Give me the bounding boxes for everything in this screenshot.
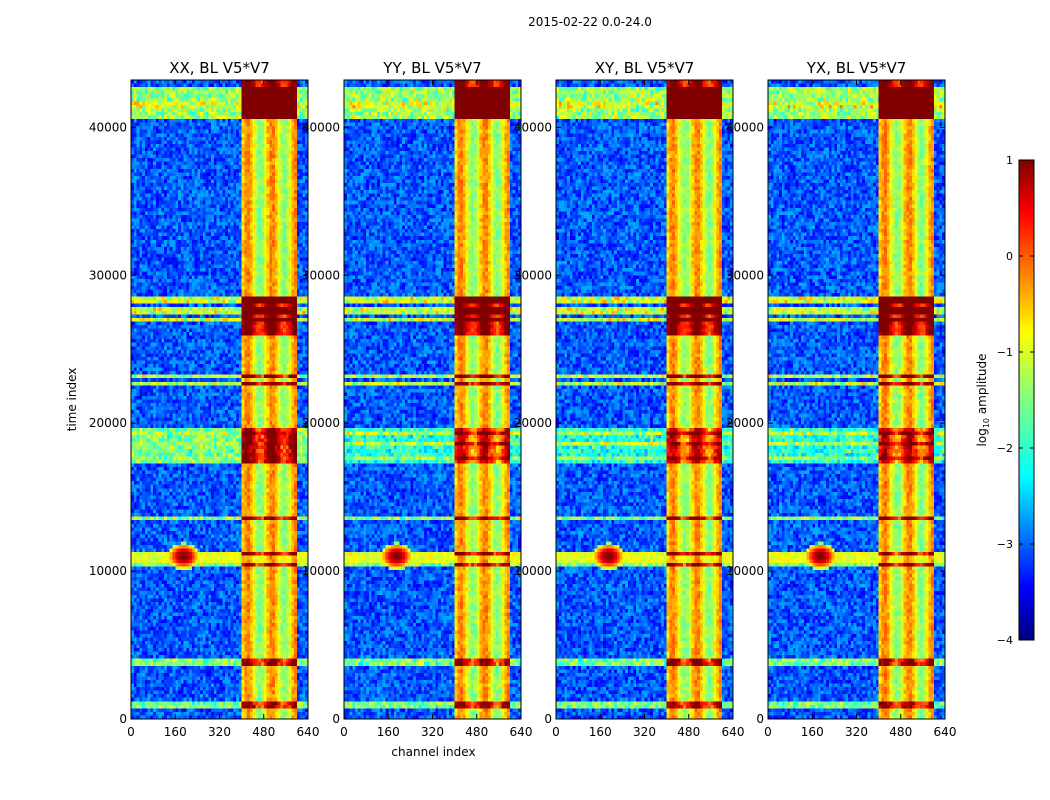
panel-title: XX, BL V5*V7 <box>169 59 270 77</box>
x-tick-label: 0 <box>340 725 348 739</box>
heatmap-image <box>131 80 308 719</box>
y-tick-label: 30000 <box>89 268 127 282</box>
x-tick-label: 0 <box>764 725 772 739</box>
y-tick-label: 30000 <box>514 268 552 282</box>
x-tick-label: 320 <box>208 725 231 739</box>
figure-title: 2015-02-22 0.0-24.0 <box>528 15 652 29</box>
x-tick-label: 160 <box>589 725 612 739</box>
colorbar-tick-label: 0 <box>1006 250 1013 263</box>
x-tick-label: 160 <box>377 725 400 739</box>
y-tick-label: 10000 <box>726 564 764 578</box>
panel-title: XY, BL V5*V7 <box>595 59 695 77</box>
y-tick-label: 10000 <box>89 564 127 578</box>
y-tick-label: 30000 <box>726 268 764 282</box>
panel-2: YY, BL V5*V7 0 160 320 480 640 0 10000 20000 3000… <box>302 59 533 759</box>
y-tick-label: 20000 <box>726 416 764 430</box>
panel-3: XY, BL V5*V7 0 160 320 480 640 0 10000 20000 3000… <box>514 59 745 739</box>
x-tick-label: 160 <box>801 725 824 739</box>
colorbar-tick-label: −1 <box>997 346 1013 359</box>
colorbar-tick-label: −4 <box>997 634 1013 647</box>
y-tick-label: 40000 <box>302 120 340 134</box>
y-tick-label: 0 <box>119 712 127 726</box>
x-tick-label: 480 <box>252 725 275 739</box>
y-tick-label: 20000 <box>514 416 552 430</box>
colorbar: 10−1−2−3−4 log10 amplitude <box>975 154 1035 647</box>
y-tick-label: 0 <box>544 712 552 726</box>
panels: XX, BL V5*V7 0 160 320 480 640 0 10000 20000 3000… <box>65 59 956 759</box>
colorbar-ticks: 1 0 −1 −2 −3 −4 <box>997 154 1034 647</box>
panel-title: YY, BL V5*V7 <box>382 59 481 77</box>
x-tick-label: 640 <box>510 725 533 739</box>
x-tick-label: 480 <box>465 725 488 739</box>
y-tick-label: 10000 <box>514 564 552 578</box>
colorbar-gradient <box>1018 159 1035 641</box>
y-tick-label: 30000 <box>302 268 340 282</box>
colorbar-label-subscript: 10 <box>982 418 991 428</box>
x-tick-label: 0 <box>127 725 135 739</box>
y-tick-label: 40000 <box>514 120 552 134</box>
x-tick-label: 160 <box>164 725 187 739</box>
colorbar-label: log10 amplitude <box>975 354 991 447</box>
x-tick-label: 320 <box>633 725 656 739</box>
panel-4: YX, BL V5*V7 0 160 320 480 640 0 10000 20000 3000… <box>726 59 957 739</box>
x-tick-label: 0 <box>552 725 560 739</box>
heatmap-image <box>556 80 733 719</box>
x-tick-label: 320 <box>421 725 444 739</box>
y-tick-label: 40000 <box>726 120 764 134</box>
colorbar-label-prefix: log <box>975 428 989 446</box>
y-tick-label: 40000 <box>89 120 127 134</box>
y-tick-label: 0 <box>332 712 340 726</box>
y-axis-label: time index <box>65 368 79 432</box>
x-tick-label: 640 <box>297 725 320 739</box>
heatmap-image <box>344 80 521 719</box>
heatmap-image <box>768 80 945 719</box>
x-tick-label: 480 <box>889 725 912 739</box>
panel-1: XX, BL V5*V7 0 160 320 480 640 0 10000 20000 3000… <box>65 59 319 739</box>
y-tick-label: 0 <box>756 712 764 726</box>
colorbar-tick-label: −3 <box>997 538 1013 551</box>
y-tick-label: 10000 <box>302 564 340 578</box>
colorbar-label-suffix: amplitude <box>975 354 989 418</box>
panel-title: YX, BL V5*V7 <box>806 59 907 77</box>
x-tick-label: 640 <box>934 725 957 739</box>
colorbar-tick-label: −2 <box>997 442 1013 455</box>
y-tick-label: 20000 <box>302 416 340 430</box>
x-tick-label: 640 <box>722 725 745 739</box>
x-tick-label: 320 <box>845 725 868 739</box>
y-tick-label: 20000 <box>89 416 127 430</box>
x-tick-label: 480 <box>677 725 700 739</box>
x-axis-label: channel index <box>391 745 475 759</box>
colorbar-tick-label: 1 <box>1006 154 1013 167</box>
